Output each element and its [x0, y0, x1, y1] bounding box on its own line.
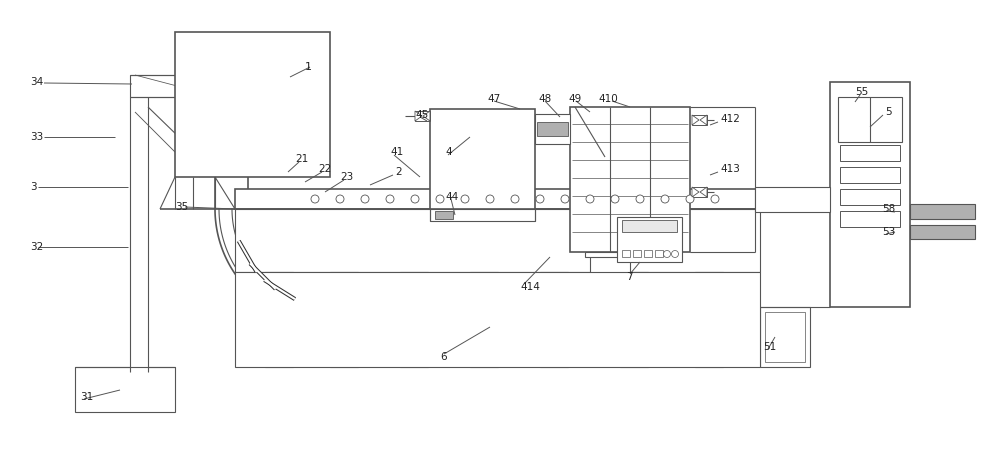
- Bar: [235, 189, 760, 209]
- Text: 55: 55: [855, 87, 868, 97]
- Bar: [620, 272, 648, 367]
- Text: 58: 58: [882, 204, 895, 214]
- Circle shape: [586, 195, 594, 203]
- Bar: [265, 272, 293, 367]
- Text: 53: 53: [882, 227, 895, 237]
- Text: 410: 410: [598, 94, 618, 104]
- Text: 412: 412: [720, 114, 740, 124]
- Bar: [570, 107, 690, 252]
- Circle shape: [511, 195, 519, 203]
- Bar: [692, 115, 707, 125]
- Circle shape: [386, 195, 394, 203]
- Bar: [838, 97, 902, 142]
- Text: 1: 1: [305, 62, 312, 72]
- Bar: [175, 32, 330, 177]
- Bar: [622, 250, 630, 257]
- Circle shape: [311, 195, 319, 203]
- Circle shape: [461, 195, 469, 203]
- Text: 31: 31: [80, 392, 93, 402]
- Bar: [235, 272, 760, 367]
- Bar: [695, 272, 723, 367]
- Bar: [400, 272, 428, 367]
- Text: 22: 22: [318, 164, 331, 174]
- Bar: [765, 312, 805, 362]
- Bar: [840, 211, 900, 227]
- Circle shape: [664, 250, 670, 257]
- Polygon shape: [700, 115, 707, 125]
- Circle shape: [536, 195, 544, 203]
- Bar: [430, 209, 535, 221]
- Bar: [910, 225, 975, 239]
- Text: 5: 5: [885, 107, 892, 117]
- Bar: [535, 114, 570, 144]
- Bar: [755, 187, 830, 212]
- Bar: [622, 220, 677, 232]
- Circle shape: [611, 195, 619, 203]
- Text: 414: 414: [520, 282, 540, 292]
- Bar: [585, 252, 635, 257]
- Bar: [435, 211, 453, 219]
- Text: 33: 33: [30, 132, 43, 142]
- Bar: [540, 272, 568, 367]
- Bar: [537, 122, 568, 136]
- Text: 44: 44: [445, 192, 458, 202]
- Bar: [840, 189, 900, 205]
- Circle shape: [336, 195, 344, 203]
- Text: 41: 41: [390, 147, 403, 157]
- Text: 7: 7: [626, 272, 633, 282]
- Bar: [330, 272, 358, 367]
- Bar: [760, 307, 810, 367]
- Bar: [655, 250, 663, 257]
- Circle shape: [436, 195, 444, 203]
- Circle shape: [361, 195, 369, 203]
- Text: 47: 47: [487, 94, 500, 104]
- Bar: [692, 187, 707, 197]
- Bar: [633, 250, 641, 257]
- Bar: [617, 217, 682, 262]
- Bar: [415, 111, 430, 121]
- Bar: [840, 167, 900, 183]
- Text: 2: 2: [395, 167, 402, 177]
- Text: 32: 32: [30, 242, 43, 252]
- Bar: [75, 367, 175, 412]
- Circle shape: [711, 195, 719, 203]
- Text: 6: 6: [440, 352, 447, 362]
- Circle shape: [661, 195, 669, 203]
- Bar: [910, 204, 975, 219]
- Circle shape: [636, 195, 644, 203]
- Circle shape: [672, 250, 678, 257]
- Bar: [644, 250, 652, 257]
- Text: 49: 49: [568, 94, 581, 104]
- Text: 45: 45: [415, 110, 428, 120]
- Text: 23: 23: [340, 172, 353, 182]
- Polygon shape: [700, 187, 707, 197]
- Text: 21: 21: [295, 154, 308, 164]
- Circle shape: [486, 195, 494, 203]
- Text: 51: 51: [763, 342, 776, 352]
- Circle shape: [411, 195, 419, 203]
- Polygon shape: [692, 187, 699, 197]
- Bar: [130, 75, 210, 97]
- Text: 35: 35: [175, 202, 188, 212]
- Circle shape: [686, 195, 694, 203]
- Bar: [430, 109, 535, 209]
- Bar: [235, 209, 760, 272]
- Text: 48: 48: [538, 94, 551, 104]
- Polygon shape: [423, 111, 430, 121]
- Polygon shape: [692, 115, 699, 125]
- Polygon shape: [415, 111, 422, 121]
- Text: 4: 4: [445, 147, 452, 157]
- Text: 413: 413: [720, 164, 740, 174]
- Text: 34: 34: [30, 77, 43, 87]
- Bar: [830, 82, 910, 307]
- Bar: [590, 252, 630, 292]
- Bar: [470, 272, 498, 367]
- Text: 3: 3: [30, 182, 37, 192]
- Bar: [840, 145, 900, 161]
- Circle shape: [561, 195, 569, 203]
